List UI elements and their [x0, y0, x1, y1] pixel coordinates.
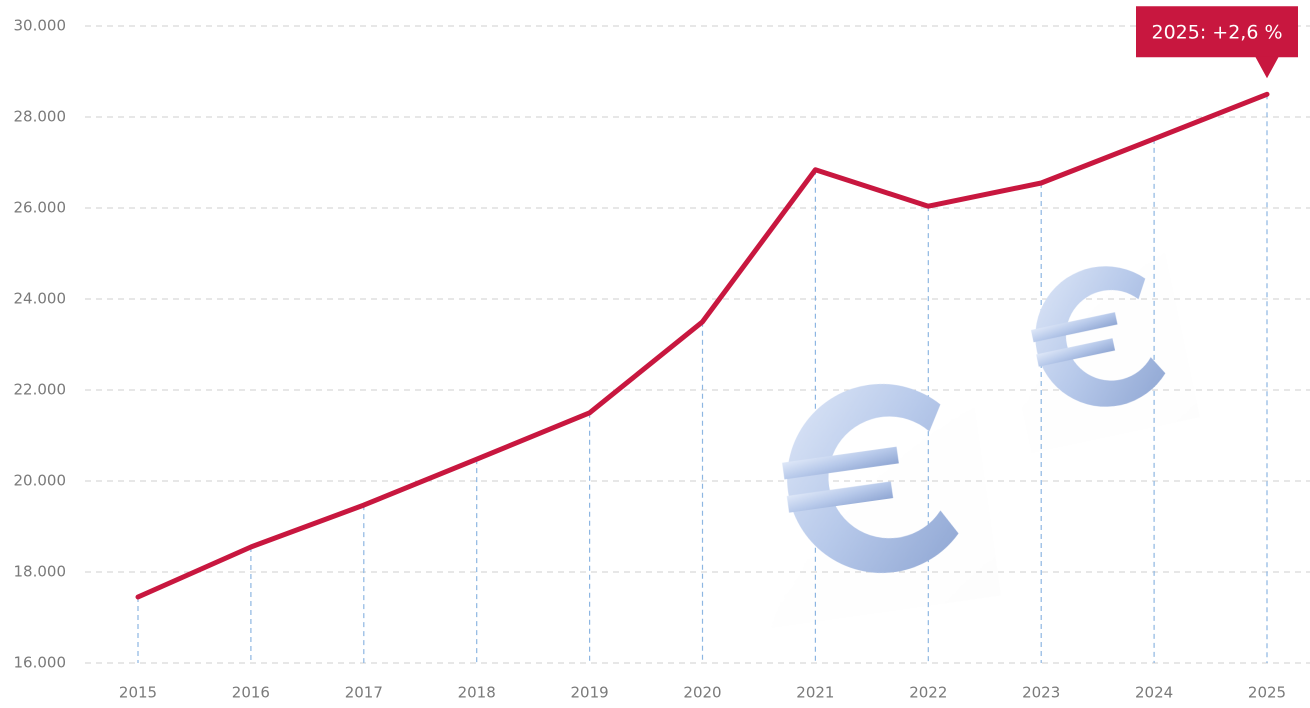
y-tick-label: 30.000	[14, 17, 67, 35]
decoration	[782, 266, 1166, 573]
callout-pointer	[1255, 56, 1279, 79]
callout-box	[1136, 6, 1298, 58]
x-tick-label: 2015	[119, 684, 157, 702]
x-tick-label: 2018	[458, 684, 496, 702]
data-line	[135, 91, 1270, 600]
x-tick-label: 2024	[1135, 684, 1173, 702]
callout-text: 2025: +2,6 %	[1151, 21, 1282, 43]
x-tick-label: 2020	[683, 684, 721, 702]
x-tick-label: 2017	[345, 684, 383, 702]
y-tick-label: 28.000	[14, 108, 67, 126]
x-tick-label: 2022	[909, 684, 947, 702]
callout: 2025: +2,6 %	[1136, 6, 1298, 79]
x-tick-label: 2016	[232, 684, 270, 702]
y-tick-label: 22.000	[14, 381, 67, 399]
y-tick-label: 16.000	[14, 654, 67, 672]
x-tick-label: 2019	[571, 684, 609, 702]
euro-symbol	[1030, 266, 1166, 407]
y-tick-label: 18.000	[14, 563, 67, 581]
y-tick-label: 26.000	[14, 199, 67, 217]
x-tick-label: 2025	[1248, 684, 1286, 702]
x-tick-label: 2023	[1022, 684, 1060, 702]
euro-symbol	[782, 383, 959, 573]
y-tick-label: 24.000	[14, 290, 67, 308]
x-tick-label: 2021	[796, 684, 834, 702]
y-tick-label: 20.000	[14, 472, 67, 490]
